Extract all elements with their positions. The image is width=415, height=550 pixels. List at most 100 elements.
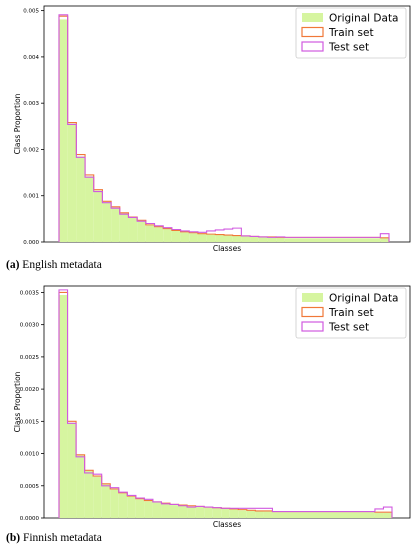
bar: [195, 507, 205, 518]
bar: [263, 511, 273, 518]
legend-label: Original Data: [329, 13, 399, 25]
legend-swatch-train-set: [301, 306, 324, 318]
bar: [241, 236, 251, 242]
bar: [380, 238, 389, 242]
legend: Original Data Train set Test set: [295, 7, 407, 59]
legend-label: Test set: [328, 322, 369, 334]
bar: [267, 237, 277, 242]
y-tick-label: 0.003: [23, 101, 39, 107]
bar: [59, 295, 68, 518]
chart-1: 0.000 0.001 0.002 0.003 0.004 0.005 Classes Cla…: [13, 5, 411, 253]
y-tick-label: 0.0035: [20, 290, 40, 296]
bar: [215, 235, 224, 242]
legend-label: Train set: [328, 27, 374, 39]
bar: [224, 235, 233, 242]
caption-b-text: Finnish metadata: [22, 532, 102, 544]
bar: [170, 505, 179, 518]
y-tick-label: 0.000: [23, 240, 39, 246]
bar: [111, 207, 120, 242]
bar: [180, 232, 190, 242]
bar: [204, 507, 213, 518]
y-tick-label: 0.004: [23, 55, 39, 61]
bar: [118, 493, 128, 518]
y-tick-label: 0.005: [23, 9, 39, 15]
caption-b: (b) Finnish metadata: [6, 532, 102, 544]
x-axis-label: Classes: [213, 244, 241, 253]
legend-swatch-test-set: [301, 321, 324, 332]
bar: [178, 505, 188, 518]
caption-a-letter: (a): [6, 259, 20, 271]
bar: [145, 225, 155, 242]
bar: [84, 470, 94, 518]
bar: [255, 510, 264, 518]
y-tick-label: 0.0015: [20, 419, 40, 425]
bar: [137, 220, 146, 242]
bar: [232, 235, 242, 242]
bar: [76, 455, 85, 518]
bar: [374, 512, 384, 518]
legend: Original Data Train set Test set: [295, 287, 407, 339]
bar: [152, 502, 162, 518]
bar: [276, 237, 285, 242]
bar: [187, 506, 196, 518]
bar: [238, 510, 247, 518]
bar: [171, 230, 181, 242]
bar: [135, 499, 145, 518]
y-axis-label: Class Proportion: [13, 93, 22, 154]
y-tick-label: 0.001: [23, 194, 39, 200]
y-tick-label: 0.0010: [20, 452, 40, 458]
bar: [76, 156, 86, 242]
bar: [383, 512, 392, 518]
x-axis-label: Classes: [213, 520, 241, 529]
legend-swatch-original-data: [302, 293, 323, 302]
legend-label: Original Data: [329, 293, 399, 305]
bar: [212, 508, 222, 518]
series-original-data: [59, 295, 392, 518]
bar: [221, 508, 230, 518]
bar: [127, 496, 136, 518]
bar: [67, 422, 77, 518]
caption-a-text: English metadata: [22, 259, 102, 271]
y-tick-label: 0.0005: [20, 484, 40, 490]
bar: [250, 236, 259, 242]
bar: [67, 123, 77, 242]
bar: [272, 512, 375, 518]
caption-a: (a) English metadata: [6, 259, 102, 271]
bar: [144, 501, 153, 518]
bar: [229, 509, 239, 518]
legend-swatch-train-set: [301, 26, 324, 38]
bar: [206, 234, 216, 242]
bar: [59, 19, 68, 243]
y-tick-label: 0.0000: [20, 516, 40, 522]
bar: [110, 489, 119, 518]
chart-2: 0.0000 0.0005 0.0010 0.0015 0.0020 0.0025 0.00…: [13, 285, 411, 529]
bar: [93, 190, 103, 242]
bar: [258, 236, 268, 242]
bar: [246, 510, 256, 518]
bar: [189, 233, 198, 242]
bar: [284, 238, 381, 242]
y-tick-label: 0.0020: [20, 387, 40, 393]
series-test-set-line: [58, 14, 390, 242]
caption-b-letter: (b): [6, 532, 21, 544]
bar: [85, 176, 94, 242]
series-original-data: [59, 19, 389, 243]
bar: [197, 234, 207, 242]
legend-label: Train set: [328, 307, 374, 319]
legend-swatch-original-data: [302, 13, 323, 22]
series-test-set-line: [58, 289, 393, 518]
bar: [128, 217, 138, 242]
bar: [154, 227, 164, 242]
legend-swatch-test-set: [301, 41, 324, 52]
bar: [119, 213, 129, 242]
y-axis-label: Class Proportion: [13, 371, 22, 432]
y-tick-label: 0.0030: [20, 323, 40, 329]
y-tick-label: 0.002: [23, 147, 39, 153]
bar: [163, 229, 172, 242]
bar: [93, 476, 102, 518]
bar: [102, 202, 112, 242]
bar: [161, 503, 170, 518]
legend-label: Test set: [328, 42, 369, 54]
bar: [101, 484, 111, 518]
